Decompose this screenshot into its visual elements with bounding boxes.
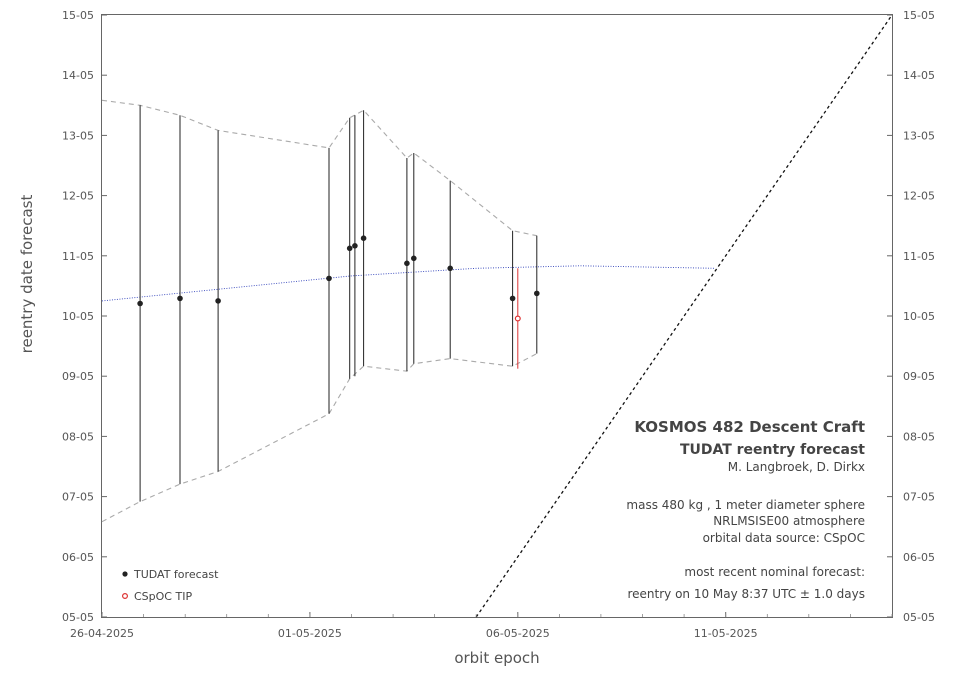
cspoc-tip-point-0 bbox=[514, 315, 521, 322]
y-tick-right-label-4: 09-05 bbox=[903, 370, 935, 383]
y-tick-right-label-9: 14-05 bbox=[903, 69, 935, 82]
y-tick-left-label-1: 06-05 bbox=[62, 551, 94, 564]
envelope-lower-line bbox=[101, 353, 538, 523]
tudat-point-6 bbox=[360, 235, 367, 241]
y-tick-left-label-3: 08-05 bbox=[62, 430, 94, 443]
y-tick-right-label-2: 07-05 bbox=[903, 491, 935, 504]
x-axis-title: orbit epoch bbox=[454, 649, 539, 667]
y-tick-left-label-6: 11-05 bbox=[62, 250, 94, 263]
x-tick-label-3: 11-05-2025 bbox=[694, 627, 758, 640]
legend-marker-tudat bbox=[122, 571, 128, 577]
annotation-subtitle: TUDAT reentry forecast bbox=[680, 442, 865, 458]
envelope-upper-line bbox=[101, 99, 537, 237]
x-axis-ticks: 26-04-2025 01-05-2025 06-05-2025 11-05-2025 bbox=[70, 612, 893, 640]
annotation-atmosphere: NRLMSISE00 atmosphere bbox=[713, 514, 865, 528]
plot-frame bbox=[101, 14, 893, 618]
annotation-data-source: orbital data source: CSpOC bbox=[703, 531, 865, 545]
legend-marker-cspoc bbox=[121, 592, 128, 599]
tudat-point-0 bbox=[137, 300, 143, 307]
y-tick-right-label-1: 06-05 bbox=[903, 551, 935, 564]
y-tick-left-label-9: 14-05 bbox=[62, 69, 94, 82]
tudat-point-11 bbox=[534, 290, 540, 297]
x-tick-label-2: 06-05-2025 bbox=[486, 627, 550, 640]
tudat-point-5 bbox=[352, 243, 358, 249]
annotation-authors: M. Langbroek, D. Dirkx bbox=[728, 460, 865, 474]
x-tick-label-0: 26-04-2025 bbox=[70, 627, 134, 640]
tudat-point-4 bbox=[346, 245, 353, 252]
tudat-point-3 bbox=[326, 275, 332, 282]
tudat-point-8 bbox=[411, 255, 417, 262]
uncertainty-envelope bbox=[101, 99, 538, 523]
annotation-mass: mass 480 kg , 1 meter diameter sphere bbox=[626, 498, 865, 512]
legend-label-tudat: TUDAT forecast bbox=[133, 568, 219, 581]
y-tick-right-label-8: 13-05 bbox=[903, 129, 935, 142]
tudat-point-2 bbox=[215, 298, 221, 304]
y-tick-right-label-5: 10-05 bbox=[903, 310, 935, 323]
y-tick-left-label-10: 15-05 bbox=[62, 9, 94, 22]
y-axis-title: reentry date forecast bbox=[18, 195, 36, 354]
y-tick-left-label-2: 07-05 bbox=[62, 491, 94, 504]
y-tick-right-label-6: 11-05 bbox=[903, 250, 935, 263]
diagonal-line bbox=[475, 14, 893, 618]
annotation-recent-label: most recent nominal forecast: bbox=[684, 565, 865, 579]
tudat-point-10 bbox=[509, 295, 516, 302]
epoch-equals-reentry-line bbox=[475, 14, 893, 618]
annotation-title: KOSMOS 482 Descent Craft bbox=[634, 418, 865, 436]
forecast-points bbox=[137, 235, 540, 322]
legend-label-cspoc: CSpOC TIP bbox=[134, 590, 192, 603]
y-tick-left-label-7: 12-05 bbox=[62, 190, 94, 203]
tudat-point-9 bbox=[447, 265, 454, 272]
y-tick-left-label-0: 05-05 bbox=[62, 611, 94, 624]
legend: TUDAT forecast CSpOC TIP bbox=[121, 568, 219, 603]
y-tick-right-label-7: 12-05 bbox=[903, 190, 935, 203]
y-tick-left-label-8: 13-05 bbox=[62, 129, 94, 142]
y-tick-right-label-0: 05-05 bbox=[903, 611, 935, 624]
y-axis-ticks: 05-05 05-05 06-05 06-05 07-05 07-05 08-05 08-05… bbox=[62, 9, 935, 624]
annotation-block: KOSMOS 482 Descent Craft TUDAT reentry f… bbox=[626, 418, 865, 601]
y-tick-right-label-10: 15-05 bbox=[903, 9, 935, 22]
y-tick-right-label-3: 08-05 bbox=[903, 430, 935, 443]
tudat-point-1 bbox=[177, 295, 183, 302]
tudat-point-7 bbox=[404, 260, 410, 267]
annotation-recent-value: reentry on 10 May 8:37 UTC ± 1.0 days bbox=[627, 587, 865, 601]
x-tick-label-1: 01-05-2025 bbox=[278, 627, 342, 640]
y-tick-left-label-4: 09-05 bbox=[62, 370, 94, 383]
y-tick-left-label-5: 10-05 bbox=[62, 310, 94, 323]
